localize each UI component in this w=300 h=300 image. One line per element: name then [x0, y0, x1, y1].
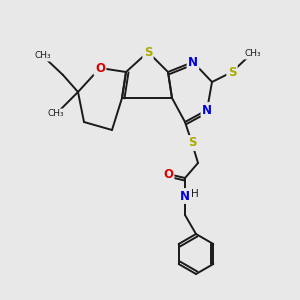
- Text: O: O: [163, 167, 173, 181]
- Text: CH₃: CH₃: [48, 110, 64, 118]
- Text: S: S: [144, 46, 152, 59]
- Text: CH₃: CH₃: [245, 50, 261, 58]
- Text: S: S: [188, 136, 196, 149]
- Text: O: O: [95, 61, 105, 74]
- Text: S: S: [228, 65, 236, 79]
- Text: N: N: [202, 103, 212, 116]
- Text: N: N: [188, 56, 198, 68]
- Text: CH₃: CH₃: [35, 52, 51, 61]
- Text: H: H: [191, 189, 199, 199]
- Text: N: N: [180, 190, 190, 202]
